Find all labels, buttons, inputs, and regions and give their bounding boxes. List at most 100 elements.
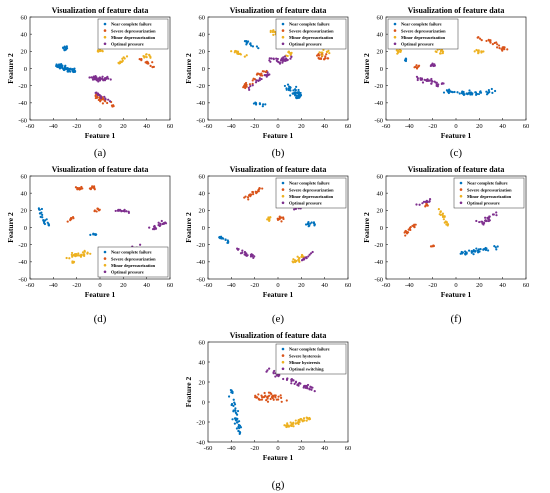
data-point [97, 80, 100, 83]
data-point [485, 90, 488, 93]
data-point [270, 57, 273, 60]
data-point [307, 225, 310, 228]
x-tick-label: 0 [276, 282, 279, 289]
data-point [249, 253, 253, 256]
data-point [399, 50, 402, 53]
data-point [408, 227, 411, 230]
data-point [495, 214, 498, 217]
data-point [258, 77, 261, 80]
y-axis-label: Feature 2 [184, 212, 193, 243]
data-point [487, 89, 490, 92]
data-point [238, 430, 241, 434]
data-point [415, 203, 418, 206]
data-point [276, 373, 279, 376]
chart-panel-e: Visualization of feature data -60 -40 -20 0 2… [184, 165, 351, 325]
data-point [447, 91, 450, 94]
x-tick-label: 0 [454, 282, 457, 289]
data-point [306, 387, 309, 390]
data-point [301, 420, 304, 423]
data-point [103, 77, 107, 80]
data-point [478, 220, 481, 224]
data-point [465, 92, 468, 95]
data-point [233, 422, 236, 425]
data-point [72, 217, 75, 220]
x-tick-label: -60 [26, 123, 35, 130]
data-point [238, 432, 241, 435]
data-point [292, 261, 295, 264]
x-tick-label: -40 [49, 123, 58, 130]
data-point [70, 68, 73, 71]
legend-box [453, 177, 525, 209]
data-point [485, 219, 488, 223]
y-tick-label: 60 [199, 173, 206, 180]
legend-box [275, 18, 347, 50]
y-tick-label: -60 [196, 117, 205, 124]
data-point [294, 207, 298, 210]
chart-title: Visualization of feature data [52, 165, 149, 174]
y-tick-label: -40 [18, 259, 27, 266]
data-point [472, 253, 475, 256]
data-point [260, 398, 264, 401]
data-point [302, 386, 305, 389]
y-tick-label: -20 [18, 83, 27, 90]
data-point [91, 185, 94, 188]
data-point [279, 394, 282, 397]
data-point [66, 220, 69, 223]
data-point [148, 54, 151, 57]
data-point [313, 390, 316, 393]
x-tick-label: 60 [345, 123, 352, 130]
x-tick-label: 40 [143, 282, 150, 289]
y-tick-label: -20 [196, 419, 205, 426]
x-axis-label: Feature 1 [441, 131, 472, 140]
data-point [294, 422, 298, 425]
legend-marker [281, 188, 285, 191]
data-point [484, 216, 487, 219]
data-point [76, 188, 79, 191]
y-tick-label: 0 [24, 225, 27, 232]
data-point [292, 258, 295, 261]
data-point [286, 377, 289, 380]
data-point [415, 67, 419, 70]
data-point [435, 50, 438, 54]
x-tick-label: -60 [382, 282, 391, 289]
data-point [446, 224, 449, 227]
data-point [40, 207, 44, 211]
data-point [94, 94, 97, 97]
y-tick-label: -60 [18, 276, 27, 283]
data-point [227, 395, 231, 398]
y-tick-label: -40 [196, 439, 205, 446]
data-point [442, 91, 446, 94]
data-point [265, 370, 268, 373]
data-point [296, 421, 299, 425]
series-optimal-switching [265, 367, 316, 393]
legend-entry: Minor depressurization [467, 194, 512, 199]
x-tick-label: 60 [167, 123, 174, 130]
data-point [482, 50, 485, 53]
data-point [82, 253, 85, 257]
chart-title: Visualization of feature data [52, 6, 149, 15]
data-point [114, 209, 117, 213]
legend-entry: Optimal pressure [289, 42, 322, 47]
legend-entry: Near complete failure [289, 347, 330, 352]
data-point [65, 256, 68, 260]
data-point [282, 377, 285, 381]
y-tick-label: 0 [380, 225, 383, 232]
data-point [426, 200, 429, 204]
data-point [247, 198, 250, 201]
data-point [244, 195, 247, 198]
data-point [461, 90, 464, 93]
data-point [485, 93, 489, 96]
data-point [220, 235, 223, 238]
data-point [233, 403, 237, 406]
data-point [239, 52, 242, 55]
data-point [265, 399, 268, 402]
data-point [283, 55, 287, 58]
series-severe-depressurization [403, 202, 436, 248]
data-point [140, 59, 143, 62]
data-point [257, 47, 260, 50]
x-tick-label: 0 [276, 123, 279, 130]
data-point [460, 252, 463, 255]
data-point [243, 250, 246, 254]
y-tick-label: 0 [202, 225, 205, 232]
y-tick-label: 20 [21, 208, 28, 215]
